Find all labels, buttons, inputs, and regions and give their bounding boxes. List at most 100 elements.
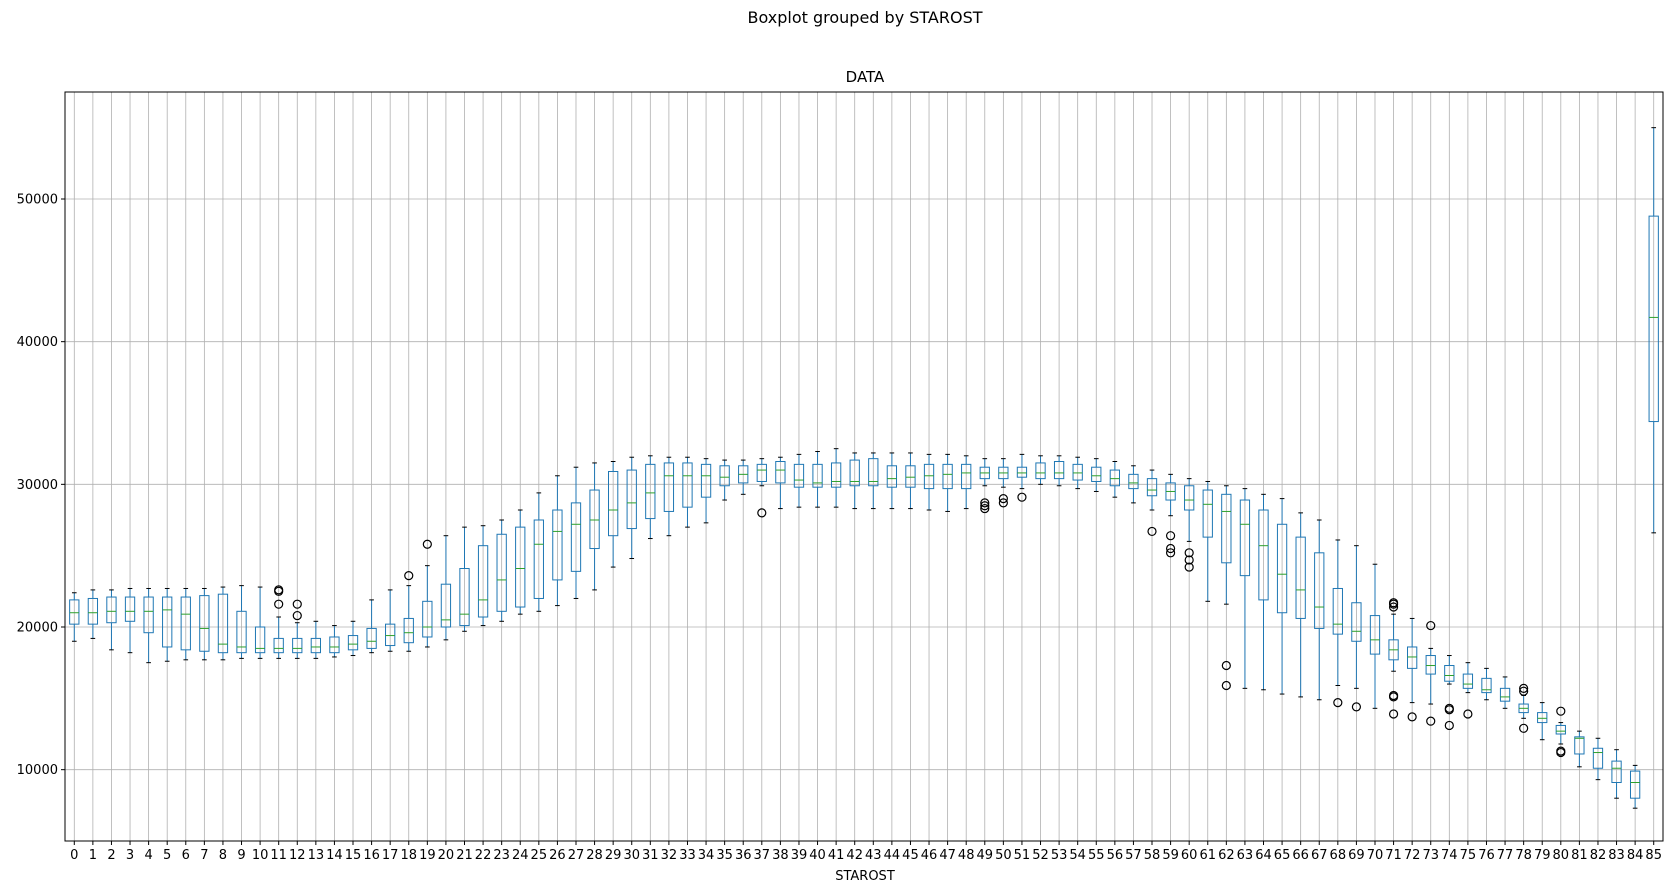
x-tick-label: 76 [1478,848,1495,863]
x-tick-label: 43 [865,848,882,863]
box-group [459,526,470,632]
x-tick-label: 25 [531,848,548,863]
box-group [69,592,80,642]
box-iqr [1537,712,1548,724]
box-group [1425,620,1436,726]
box-iqr [812,463,823,488]
box-group [1611,749,1622,799]
box-iqr [310,637,321,654]
outlier-point [274,599,284,609]
x-tick-label: 72 [1404,848,1421,863]
outlier-point [1184,562,1194,572]
box-group [347,620,359,657]
x-tick-label: 38 [772,848,789,863]
x-tick-label: 54 [1069,848,1086,863]
box-group [756,458,767,518]
y-tick-label: 50000 [17,193,58,208]
box-iqr [515,526,526,608]
outlier-point [1333,698,1343,708]
box-group [1351,545,1362,712]
x-tick-label: 78 [1515,848,1532,863]
box-group [1462,662,1474,719]
box-group [886,452,898,510]
box-iqr [1239,499,1251,577]
outlier-point [1407,712,1417,722]
box-iqr [570,502,582,572]
box-iqr [254,626,266,654]
x-tick-label: 7 [200,848,208,863]
box-iqr [886,465,898,488]
box-iqr [830,462,842,488]
box-group [1555,706,1566,758]
box-group [849,452,860,510]
box-group [1165,473,1176,558]
box-iqr [1369,615,1381,655]
box-iqr [793,463,805,488]
box-group [1314,519,1325,701]
x-tick-label: 69 [1348,848,1365,863]
outlier-point [1556,706,1566,716]
outlier-point [1388,690,1399,701]
box-group [1295,512,1306,698]
box-group [1221,485,1232,691]
box-group [1072,456,1083,490]
box-iqr [1592,747,1604,769]
box-iqr [1314,552,1325,629]
outlier-point [998,498,1008,508]
x-tick-label: 19 [419,848,436,863]
x-tick-label: 20 [438,848,455,863]
x-tick-label: 83 [1608,848,1625,863]
box-group [1276,498,1288,695]
outlier-point [1519,686,1529,696]
x-tick-label: 6 [182,848,190,863]
x-tick-label: 73 [1422,848,1439,863]
box-group [199,587,210,661]
x-tick-label: 44 [884,848,901,863]
box-group [162,587,173,662]
box-group [273,585,284,659]
box-group [793,453,805,508]
outlier-point [1351,702,1362,712]
box-iqr [217,593,229,654]
box-group [1648,127,1659,534]
x-tick-label: 58 [1144,848,1161,863]
box-group [1202,480,1213,602]
box-iqr [775,461,786,484]
box-iqr [961,463,972,490]
x-tick-label: 68 [1330,848,1347,863]
x-tick-label: 48 [958,848,975,863]
x-tick-label: 3 [126,848,134,863]
box-group [496,519,507,622]
box-group [1128,465,1139,504]
outlier-point [1165,531,1176,541]
x-axis-label: STAROST [835,869,895,884]
box-iqr [1462,673,1474,689]
box-group [700,458,712,524]
x-tick-label: 29 [605,848,622,863]
box-group [942,453,953,512]
box-iqr [440,583,452,628]
box-iqr [1072,463,1083,481]
outlier-point [292,599,302,609]
x-tick-label: 26 [549,848,566,863]
box-group [626,456,637,560]
x-tick-label: 33 [679,848,696,863]
box-group [1016,453,1028,502]
box-group [385,589,396,652]
box-group [422,539,433,648]
y-tick-layer: 10000 20000 30000 40000 50000 [17,193,65,778]
box-iqr [756,463,767,482]
x-tick-label: 45 [902,848,919,863]
box-iqr [180,596,191,651]
x-tick-label: 80 [1553,848,1570,863]
box-iqr [1555,724,1566,735]
x-tick-label: 27 [568,848,585,863]
box-iqr [385,623,396,647]
box-group [868,452,879,510]
box-group [1518,683,1529,733]
x-tick-label: 40 [809,848,826,863]
box-group [608,461,619,568]
box-group [1109,461,1120,498]
outlier-point [1388,709,1399,719]
